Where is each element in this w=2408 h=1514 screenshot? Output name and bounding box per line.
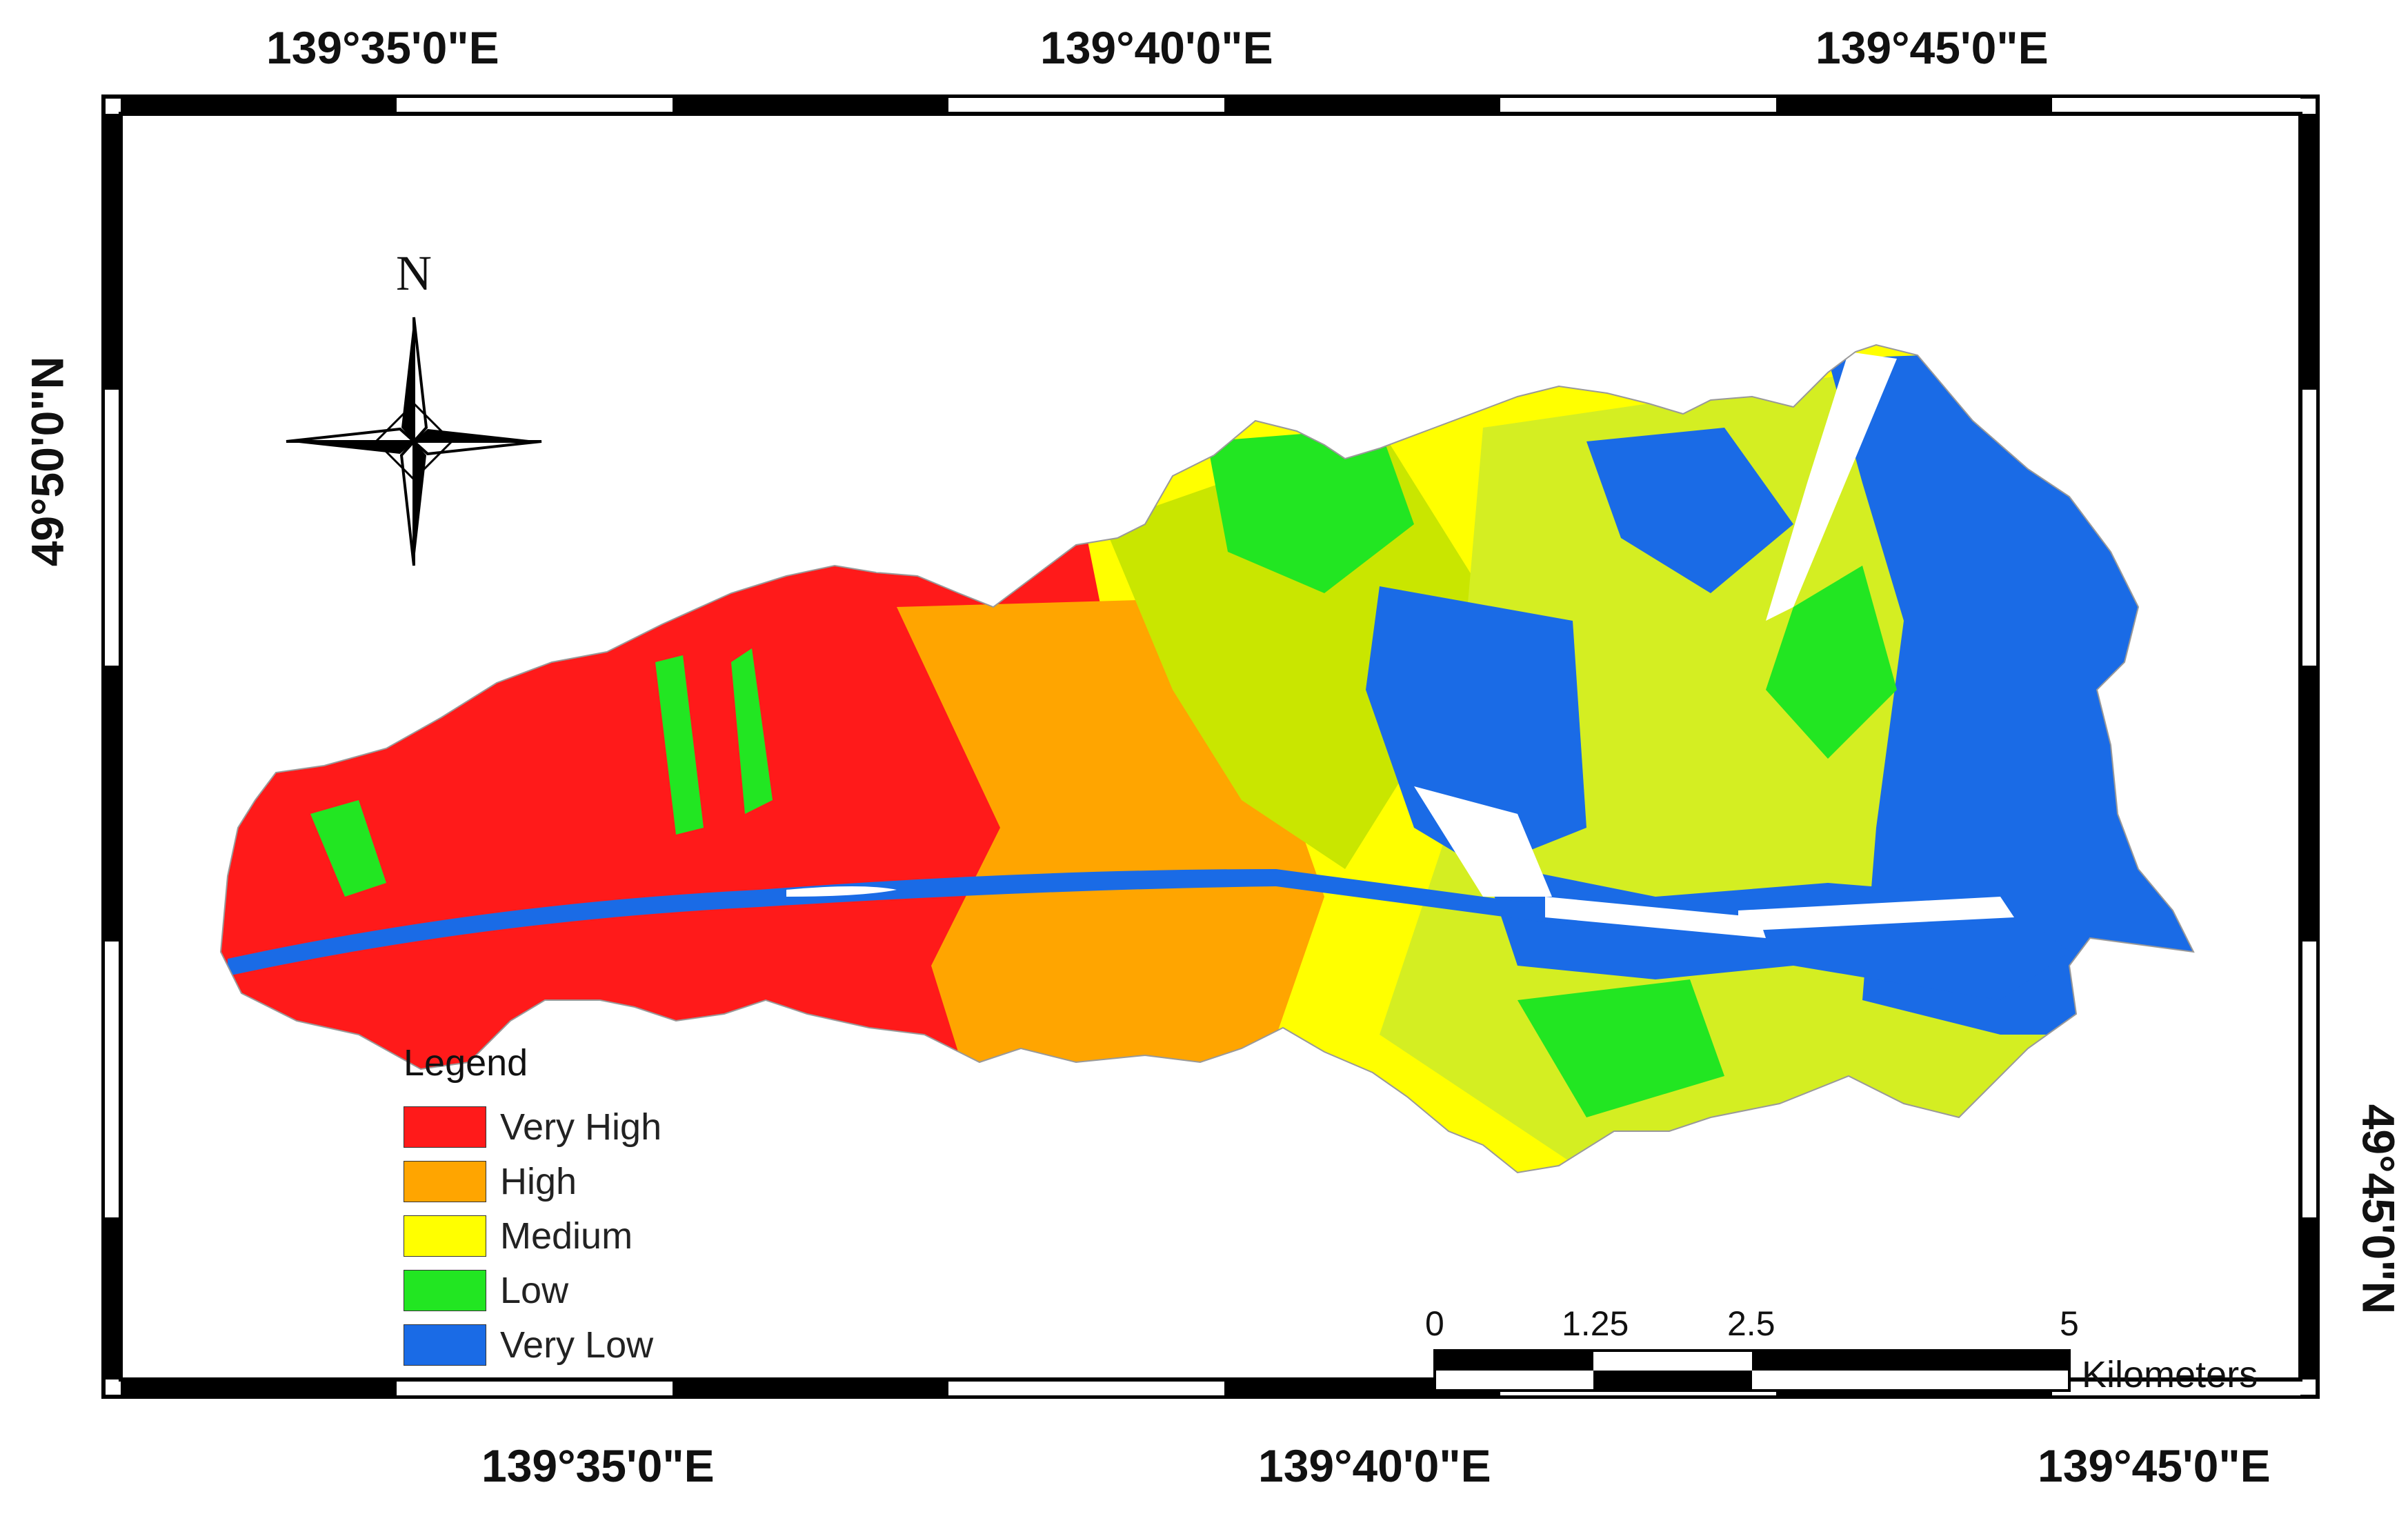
legend-item-very-low: Very Low	[404, 1317, 661, 1372]
neatline	[119, 112, 2302, 1382]
graticule-band	[1500, 98, 1776, 112]
legend: Legend Very High High Medium Low Very Lo…	[404, 1042, 661, 1372]
legend-label: Very High	[500, 1106, 662, 1148]
graticule-band	[121, 98, 397, 112]
basin-outline	[219, 343, 2195, 1174]
legend-item-very-high: Very High	[404, 1099, 661, 1154]
graticule-band	[121, 1382, 397, 1395]
graticule-band	[105, 942, 119, 1217]
north-label: N	[396, 246, 432, 301]
scale-tick-label: 5	[2060, 1304, 2079, 1343]
graticule-band	[2302, 942, 2316, 1217]
graticule-band	[1224, 1382, 1500, 1395]
graticule-band	[2302, 666, 2316, 942]
graticule-band	[2302, 114, 2316, 390]
legend-swatch	[404, 1324, 486, 1366]
graticule-band	[948, 98, 1224, 112]
bottom-longitude-label: 139°40'0"E	[1258, 1440, 1491, 1491]
legend-label: Very Low	[500, 1324, 654, 1366]
graticule-band	[2302, 1217, 2316, 1379]
top-longitude-label: 139°45'0"E	[1815, 22, 2049, 73]
bottom-longitude-label: 139°35'0"E	[481, 1440, 715, 1491]
legend-label: High	[500, 1160, 577, 1202]
left-latitude-label: 49°50'0"N	[21, 356, 73, 567]
legend-swatch	[404, 1106, 486, 1148]
legend-label: Low	[500, 1269, 569, 1311]
graticule-band	[2302, 390, 2316, 666]
graticule-band	[2052, 1382, 2300, 1395]
bottom-longitude-label: 139°45'0"E	[2038, 1440, 2271, 1491]
graticule-band	[105, 390, 119, 666]
graticule-band	[673, 98, 948, 112]
legend-swatch	[404, 1215, 486, 1257]
scale-bar	[1433, 1349, 2071, 1392]
top-longitude-label: 139°35'0"E	[266, 22, 499, 73]
graticule-band	[105, 666, 119, 942]
frame-border	[101, 94, 2320, 1399]
graticule-band	[1224, 98, 1500, 112]
graticule-band	[397, 98, 673, 112]
graticule-band	[105, 114, 119, 390]
graticule-band	[105, 1217, 119, 1379]
legend-item-low: Low	[404, 1263, 661, 1317]
scale-tick-label: 0	[1425, 1304, 1444, 1343]
right-latitude-label: 49°45'0"N	[2353, 1104, 2405, 1315]
legend-item-high: High	[404, 1154, 661, 1208]
graticule-band	[397, 1382, 673, 1395]
legend-swatch	[404, 1269, 486, 1311]
graticule-band	[1776, 98, 2052, 112]
graticule-band	[2052, 98, 2300, 112]
graticule-band	[948, 1382, 1224, 1395]
top-longitude-label: 139°40'0"E	[1040, 22, 1273, 73]
legend-swatch	[404, 1160, 486, 1202]
scale-tick-label: 1.25	[1562, 1304, 1629, 1343]
legend-title: Legend	[404, 1042, 528, 1084]
legend-label: Medium	[500, 1215, 633, 1257]
legend-item-medium: Medium	[404, 1208, 661, 1263]
scale-tick-label: 2.5	[1727, 1304, 1775, 1343]
scale-unit-label: Kilometers	[2082, 1354, 2258, 1395]
graticule-band	[673, 1382, 948, 1395]
north-arrow-icon	[286, 317, 542, 566]
